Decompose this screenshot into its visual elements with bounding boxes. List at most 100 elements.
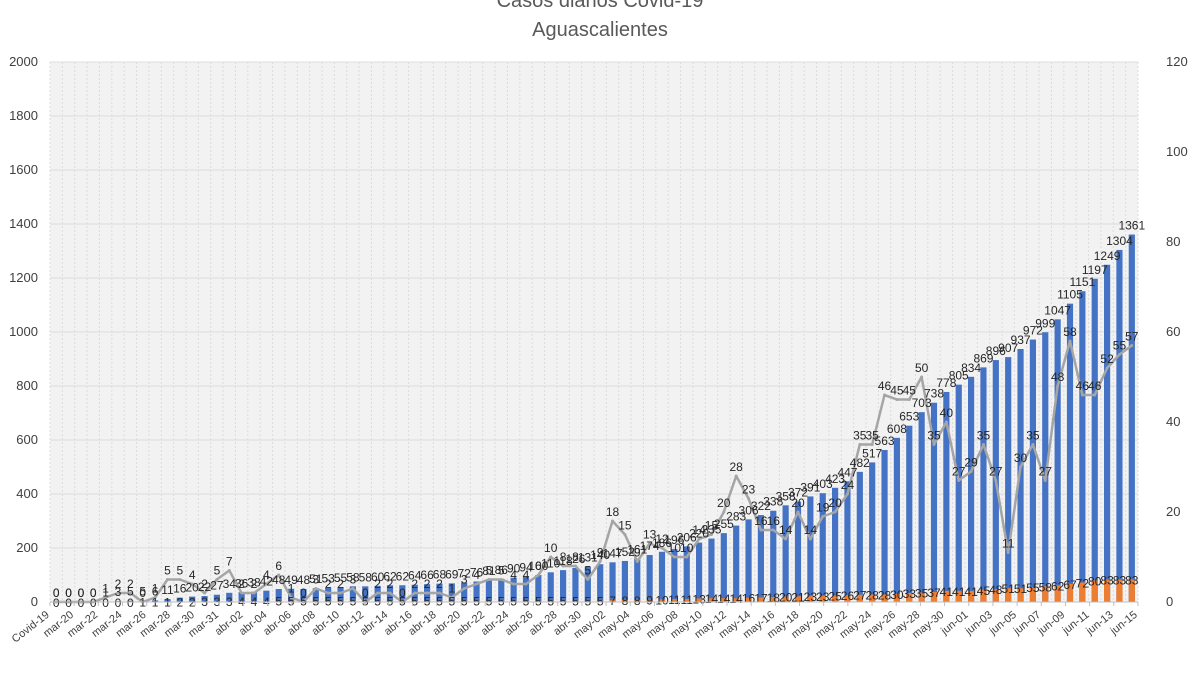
bar-total: [498, 578, 505, 602]
data-label-orange: 11: [680, 593, 693, 607]
line-point: [190, 582, 194, 586]
line-point: [1006, 551, 1010, 554]
data-label-daily: 14: [779, 523, 793, 537]
y-left-tick-label: 1600: [9, 162, 38, 177]
data-label-total: 235: [701, 523, 721, 537]
bar-orange: [733, 598, 740, 602]
data-label-daily: 15: [705, 519, 719, 533]
line-point: [240, 591, 244, 595]
data-label-orange: 48: [989, 583, 1003, 597]
bar-total: [201, 596, 208, 602]
data-label-total: 161: [627, 543, 647, 557]
y-left-tick-label: 1200: [9, 270, 38, 285]
bar-total: [832, 487, 839, 602]
data-label-daily: 2: [387, 577, 394, 591]
data-label-orange: 28: [866, 588, 880, 602]
data-label-daily: 13: [643, 528, 657, 542]
line-point: [858, 443, 862, 446]
bar-total: [918, 412, 925, 602]
bar-total: [560, 570, 567, 602]
data-label-orange: 37: [927, 586, 941, 600]
data-label-total: 174: [640, 539, 660, 553]
data-label-total: 703: [912, 396, 932, 410]
line-point: [1056, 384, 1060, 388]
bar-total: [980, 367, 987, 602]
line-point: [376, 591, 380, 595]
line-point: [759, 528, 763, 532]
line-point: [870, 443, 874, 446]
data-label-total: 372: [788, 486, 808, 500]
data-label-total: 5: [127, 585, 134, 599]
data-label-daily: 6: [535, 559, 542, 573]
line-point: [264, 582, 268, 586]
data-label-orange: 67: [1063, 578, 1077, 592]
bar-total: [1128, 234, 1135, 602]
data-label-total: 62: [383, 569, 397, 583]
bar-orange: [1066, 583, 1074, 602]
data-label-daily: 4: [473, 568, 480, 582]
bar-orange: [1054, 585, 1061, 602]
line-point: [153, 596, 157, 599]
data-label-daily: 4: [510, 568, 517, 582]
bar-total: [733, 525, 740, 602]
data-label-total: 42: [260, 575, 274, 589]
bar-total: [176, 597, 183, 602]
y-left-tick-label: 1000: [9, 324, 38, 339]
line-point: [536, 573, 540, 577]
data-label-total: 58: [359, 570, 373, 584]
data-label-orange: 8: [622, 594, 629, 608]
data-label-total: 1151: [1069, 275, 1095, 289]
bar-orange: [386, 600, 394, 602]
data-label-total: 482: [850, 456, 870, 470]
bar-total: [1066, 303, 1074, 602]
bar-total: [547, 572, 554, 602]
bar-total: [448, 583, 455, 602]
data-label-orange: 1: [139, 596, 146, 610]
data-label-total: 738: [924, 387, 944, 401]
y-right-tick-label: 40: [1166, 414, 1180, 429]
bar-orange: [1005, 588, 1012, 602]
data-label-daily: 45: [903, 384, 917, 398]
bar-total: [152, 600, 159, 602]
bar-orange: [337, 600, 344, 602]
bar-total: [584, 566, 591, 602]
data-label-daily: 46: [1076, 379, 1090, 393]
line-point: [932, 443, 936, 446]
data-label-orange: 21: [791, 590, 805, 604]
data-label-total: 22: [198, 580, 212, 594]
bar-orange: [683, 599, 690, 602]
line-point: [635, 560, 639, 563]
data-label-total: 0: [53, 586, 60, 600]
data-label-total: 90: [507, 562, 521, 576]
data-label-daily: 1: [448, 582, 455, 596]
bar-orange: [658, 599, 666, 602]
bar-total: [671, 549, 678, 602]
data-label-daily: 58: [1063, 325, 1077, 339]
data-label-orange: 0: [102, 596, 109, 610]
bar-total: [1079, 291, 1086, 602]
data-label-total: 447: [837, 465, 857, 479]
data-label-total: 1105: [1057, 288, 1083, 302]
data-label-total: 20: [186, 581, 200, 595]
bars: [102, 234, 1135, 603]
data-label-orange: 30: [890, 588, 904, 602]
data-label-daily: 1: [152, 582, 159, 596]
data-label-total: 391: [800, 480, 820, 494]
bar-total: [164, 599, 171, 602]
data-label-total: 11: [161, 583, 174, 597]
bar-orange: [757, 597, 764, 602]
data-label-daily: 18: [606, 505, 620, 519]
data-label-daily: 0: [300, 586, 307, 600]
data-label-total: 94: [519, 561, 533, 575]
bar-orange: [844, 594, 851, 602]
data-label-total: 16: [173, 582, 187, 596]
bar-orange: [930, 592, 938, 602]
data-label-daily: 11: [1002, 537, 1015, 551]
data-label-daily: 5: [164, 564, 171, 578]
data-label-orange: 23: [816, 590, 830, 604]
data-label-orange: 14: [730, 592, 744, 606]
data-label-total: 86: [495, 563, 509, 577]
line-point: [722, 510, 726, 514]
bar-orange: [720, 598, 727, 602]
